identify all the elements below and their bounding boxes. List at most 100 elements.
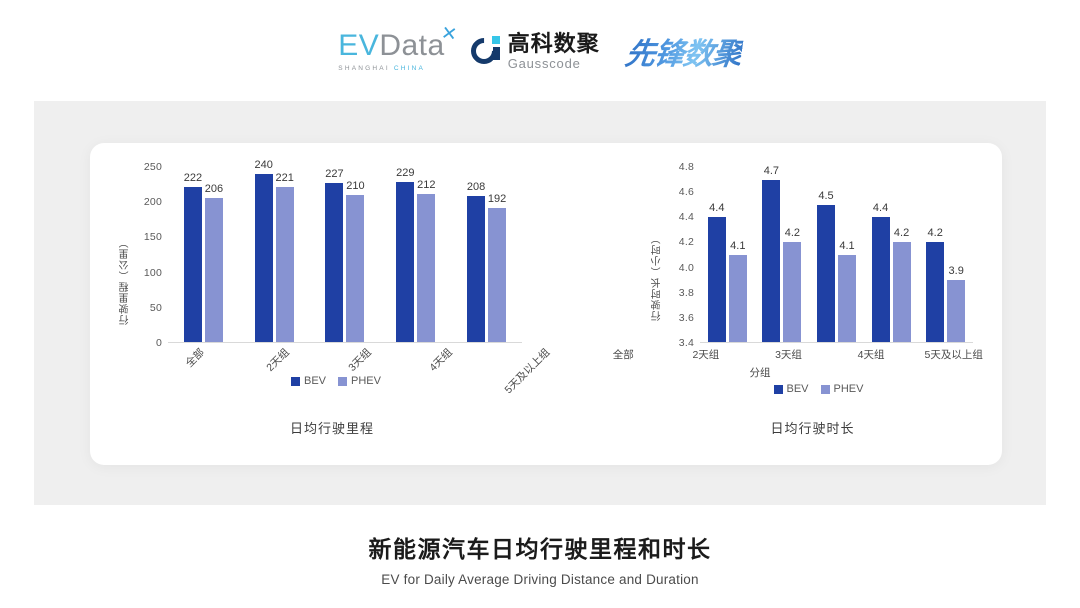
- bar-bev[interactable]: 4.5: [816, 190, 835, 342]
- x-tick-label: 5天及以上组: [502, 346, 553, 397]
- plot-area-duration: 行驶时长（小时） 3.4 3.6 3.8 4.0 4.2 4.4 4.6 4.8 4.4 4.1…: [550, 153, 995, 403]
- legend-distance: BEV PHEV: [116, 375, 556, 387]
- bar-value-label: 4.4: [709, 202, 725, 214]
- bar-value-label: 206: [204, 182, 224, 195]
- x-label-cell: 4天组: [834, 347, 908, 362]
- x-label-cell: 3天组: [305, 345, 373, 373]
- x-tick-label: 2天组: [264, 346, 292, 374]
- bar-group: 4.4 4.2: [871, 167, 911, 342]
- evdata-data-text: Data: [379, 28, 445, 62]
- bar-bev[interactable]: 222: [184, 172, 202, 342]
- bar-value-label: 210: [346, 180, 365, 192]
- bar-bev[interactable]: 4.4: [707, 202, 726, 342]
- logo-bar: EVData ✕ SHANGHAI CHINA 高科数聚 Gausscode 先…: [0, 22, 1080, 80]
- gausscode-logo: 高科数聚 Gausscode: [465, 32, 600, 71]
- bar-group: 227 210: [325, 167, 365, 342]
- bar-group: 4.5 4.1: [816, 167, 856, 342]
- x-tick-label: 全部: [183, 346, 208, 370]
- bar-value-label: 208: [466, 181, 486, 194]
- bar-group: 229 212: [396, 167, 435, 342]
- xianfeng-logo: 先锋数聚: [623, 29, 745, 73]
- bar-bev[interactable]: 4.4: [871, 202, 890, 342]
- x-tick-label: 全部: [612, 349, 634, 361]
- bar-bev[interactable]: 227: [325, 168, 344, 342]
- y-ticks-distance: 0 50 100 150 200 250: [136, 161, 166, 349]
- bar-value-label: 240: [254, 159, 273, 171]
- legend-label-bev: BEV: [786, 383, 809, 395]
- bar-bev[interactable]: 208: [467, 181, 485, 342]
- bar-value-label: 192: [487, 192, 507, 205]
- plot-area-distance: 行驶里程（公里） 0 50 100 150 200 250 222 206 240 221 227…: [100, 153, 552, 403]
- chart-caption-duration: 日均行驶时长: [770, 421, 855, 436]
- evdata-tagline-shanghai: SHANGHAI: [338, 64, 394, 72]
- y-tick-label: 3.6: [678, 311, 694, 324]
- gausscode-square-icon: [491, 36, 500, 44]
- bar-bev[interactable]: 229: [396, 167, 414, 342]
- x-labels-duration: 全部 2天组 3天组 4天组 5天及以上组: [582, 347, 995, 362]
- charts-card: 行驶里程（公里） 0 50 100 150 200 250 222 206 240 221 227…: [90, 143, 1002, 465]
- bar-phev[interactable]: 4.1: [728, 240, 747, 342]
- x-tick-label: 2天组: [692, 349, 720, 361]
- x-label-cell: 2天组: [223, 345, 291, 373]
- evdata-tagline-china: CHINA: [393, 64, 426, 72]
- bar-phev[interactable]: 221: [276, 172, 294, 342]
- footer-title-cn: 新能源汽车日均行驶里程和时长: [368, 536, 712, 562]
- bar-value-label: 3.9: [948, 264, 964, 277]
- legend-item-bev[interactable]: BEV: [773, 383, 809, 395]
- x-tick-label: 4天组: [857, 349, 885, 361]
- bar-bev[interactable]: 4.2: [926, 227, 945, 342]
- bar-phev[interactable]: 4.2: [783, 227, 802, 342]
- legend-item-phev[interactable]: PHEV: [338, 375, 381, 387]
- y-tick-label: 150: [143, 231, 162, 244]
- footer: 新能源汽车日均行驶里程和时长 EV for Daily Average Driv…: [0, 530, 1080, 587]
- legend-label-bev: BEV: [304, 375, 327, 387]
- legend-label-phev: PHEV: [351, 375, 381, 387]
- bar-phev[interactable]: 206: [205, 183, 223, 342]
- bar-group: 240 221: [255, 159, 294, 342]
- x-tick-label: 4天组: [427, 346, 455, 374]
- x-label-cell: 全部: [142, 345, 207, 369]
- y-tick-label: 4.2: [678, 236, 694, 249]
- bar-phev[interactable]: 212: [417, 179, 435, 342]
- legend-duration: BEV PHEV: [596, 383, 1041, 395]
- evdata-logo: EVData ✕ SHANGHAI CHINA: [338, 22, 459, 72]
- y-tick-label: 250: [143, 161, 162, 173]
- y-tick-label: 3.4: [678, 337, 694, 349]
- y-tick-label: 50: [149, 301, 162, 314]
- bar-value-label: 4.4: [872, 202, 889, 214]
- legend-swatch-phev-icon: [820, 384, 830, 394]
- y-tick-label: 4.8: [678, 161, 694, 173]
- bar-value-label: 212: [417, 178, 436, 191]
- gausscode-en-name: Gausscode: [507, 55, 581, 71]
- gausscode-text: 高科数聚 Gausscode: [507, 32, 600, 71]
- y-tick-label: 200: [143, 196, 162, 209]
- x-label-cell: 3天组: [751, 347, 825, 362]
- bar-value-label: 4.1: [730, 239, 746, 252]
- x-label-cell: 全部: [586, 347, 660, 362]
- legend-swatch-bev-icon: [773, 384, 783, 394]
- bar-bev[interactable]: 4.7: [762, 165, 781, 342]
- bar-value-label: 4.1: [839, 239, 855, 252]
- chart-daily-duration: 行驶时长（小时） 3.4 3.6 3.8 4.0 4.2 4.4 4.6 4.8 4.4 4.1…: [550, 143, 995, 465]
- legend-item-phev[interactable]: PHEV: [820, 383, 863, 395]
- bar-value-label: 227: [325, 168, 344, 181]
- legend-swatch-phev-icon: [338, 376, 348, 386]
- bar-value-label: 221: [275, 172, 294, 185]
- evdata-ev-text: EV: [338, 28, 380, 62]
- gausscode-mark-icon: [465, 32, 503, 70]
- evdata-wordmark: EVData ✕: [338, 22, 459, 62]
- x-tick-label: 3天组: [345, 346, 374, 374]
- axis-area-duration: 3.4 3.6 3.8 4.0 4.2 4.4 4.6 4.8 4.4 4.1 4.7 4.2 4.5…: [668, 161, 973, 349]
- bar-phev[interactable]: 210: [346, 180, 365, 342]
- bar-phev[interactable]: 4.1: [837, 240, 856, 342]
- bar-value-label: 4.5: [818, 189, 834, 202]
- y-tick-label: 0: [155, 337, 162, 349]
- bar-bev[interactable]: 240: [255, 159, 273, 342]
- bar-phev[interactable]: 3.9: [947, 265, 966, 342]
- bar-group: 4.2 3.9: [926, 167, 966, 342]
- legend-item-bev[interactable]: BEV: [291, 375, 326, 387]
- bar-phev[interactable]: 192: [488, 193, 506, 342]
- x-label-cell: 2天组: [669, 347, 743, 362]
- bar-phev[interactable]: 4.2: [892, 227, 911, 342]
- chart-caption-distance: 日均行驶里程: [289, 421, 374, 436]
